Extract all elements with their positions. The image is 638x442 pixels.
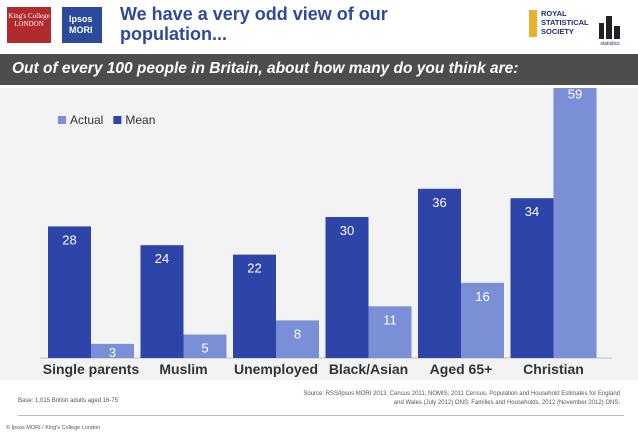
legend-swatch (58, 116, 66, 124)
statistics-building-icon: statistics (599, 16, 620, 47)
bar-mean (140, 245, 184, 358)
data-label-actual: 11 (383, 312, 397, 327)
bar-actual (276, 320, 319, 358)
statistics-logo-text: statistics (600, 41, 620, 47)
data-label-actual: 16 (475, 289, 489, 304)
bar-actual (461, 282, 504, 358)
bar-actual (368, 306, 412, 358)
data-label-actual: 59 (568, 88, 582, 102)
bar-actual (553, 88, 597, 358)
data-label-mean: 28 (62, 232, 76, 247)
question-text: Out of every 100 people in Britain, abou… (12, 60, 519, 77)
page-title: We have a very odd view of our populatio… (120, 4, 388, 44)
category-label: Unemployed (234, 361, 318, 377)
bar-mean (510, 198, 554, 358)
bar-mean (325, 217, 369, 358)
bar-mean (418, 188, 461, 358)
footer-divider (18, 415, 624, 416)
rss-logo-text: ROYAL STATISTICAL SOCIETY (541, 9, 589, 36)
question-banner: Out of every 100 people in Britain, abou… (0, 54, 638, 85)
statistics-logo: statistics (597, 13, 623, 47)
data-label-mean: 24 (155, 251, 169, 266)
category-label: Black/Asian (329, 361, 408, 377)
category-label: Single parents (43, 361, 140, 377)
category-label: Muslim (159, 361, 207, 377)
source-note: Source: RSS/Ipsos MORI 2013; Census 2011… (303, 391, 620, 406)
data-label-mean: 34 (525, 204, 539, 219)
rss-mark-icon (529, 10, 537, 37)
data-label-actual: 8 (294, 326, 301, 341)
data-label-actual: 5 (201, 341, 208, 356)
royal-statistical-society-logo: ROYAL STATISTICAL SOCIETY (529, 9, 589, 45)
category-label: Christian (523, 361, 584, 377)
data-label-actual: 3 (109, 345, 116, 360)
data-label-mean: 36 (432, 195, 446, 210)
data-label-mean: 22 (247, 261, 261, 276)
bar-mean (48, 226, 91, 358)
bar-actual (91, 343, 134, 358)
legend-label: Actual (70, 113, 103, 127)
legend-swatch (113, 116, 122, 124)
category-label: Aged 65+ (430, 361, 493, 377)
base-note: Base: 1,015 British adults aged 16-75 (18, 398, 119, 404)
copyright-note: © Ipsos MORI / King's College London (6, 425, 101, 431)
legend-label: Mean (125, 113, 155, 127)
bar-mean (233, 254, 276, 358)
kings-college-logo: King's College LONDON (7, 7, 51, 43)
data-label-mean: 30 (340, 223, 354, 238)
ipsos-mori-logo: Ipsos MORI (62, 7, 102, 43)
bar-actual (183, 334, 227, 358)
